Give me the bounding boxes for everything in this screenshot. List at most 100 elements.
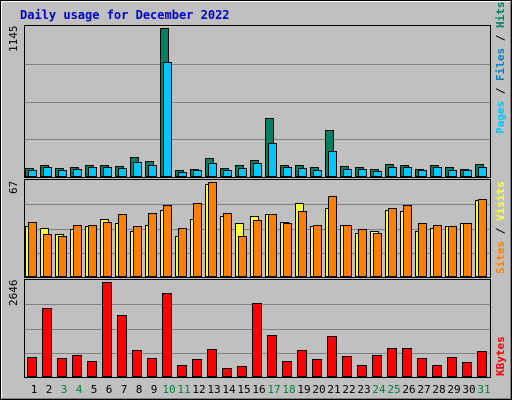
- bar-files-2: [43, 167, 52, 177]
- bar-kbytes-3: [57, 358, 67, 377]
- bar-sites-31: [478, 199, 487, 277]
- bar-files-21: [328, 151, 337, 177]
- day-label-14: 14: [222, 383, 236, 396]
- bar-sites-5: [88, 225, 97, 277]
- bar-sites-13: [208, 182, 217, 277]
- bar-files-31: [478, 167, 487, 177]
- bar-kbytes-14: [222, 368, 232, 377]
- bar-sites-7: [118, 214, 127, 277]
- day-label-20: 20: [312, 383, 325, 396]
- bar-kbytes-15: [237, 366, 247, 377]
- day-label-12: 12: [192, 383, 205, 396]
- bar-sites-3: [58, 236, 67, 277]
- bar-sites-27: [418, 223, 427, 277]
- day-label-13: 13: [207, 383, 220, 396]
- visits-series-legend: Sites / Visits: [494, 181, 507, 274]
- day-label-23: 23: [357, 383, 370, 396]
- bar-kbytes-10: [162, 293, 172, 377]
- bar-sites-9: [148, 213, 157, 277]
- day-label-9: 9: [151, 383, 158, 396]
- bar-sites-24: [373, 233, 382, 277]
- bar-kbytes-6: [102, 282, 112, 377]
- bar-files-5: [88, 167, 97, 177]
- day-label-27: 27: [417, 383, 430, 396]
- legend-files: Files: [494, 48, 507, 81]
- bar-sites-28: [433, 225, 442, 277]
- bar-files-7: [118, 168, 127, 177]
- day-label-22: 22: [342, 383, 355, 396]
- bar-sites-2: [43, 234, 52, 277]
- bar-kbytes-21: [327, 336, 337, 377]
- day-label-18: 18: [282, 383, 295, 396]
- day-axis: 1 2 3 4 5 6 7 8 9 10 11 12 13 14 15 16 17 18 19 20 21 22 23 24 2…: [31, 383, 491, 396]
- bar-sites-15: [238, 236, 247, 277]
- bar-kbytes-7: [117, 315, 127, 377]
- day-label-28: 28: [432, 383, 445, 396]
- hits-max-label: 1145: [7, 26, 20, 53]
- bar-files-28: [433, 167, 442, 177]
- bar-sites-4: [73, 225, 82, 277]
- bar-files-9: [148, 165, 157, 177]
- bar-files-18: [283, 167, 292, 177]
- bar-files-12: [193, 170, 202, 177]
- bar-kbytes-18: [282, 361, 292, 377]
- day-label-1: 1: [31, 383, 38, 396]
- hits-series-legend: Pages / Files / Hits: [494, 2, 507, 135]
- bar-files-25: [388, 167, 397, 177]
- bar-files-24: [373, 171, 382, 177]
- bar-sites-17: [268, 214, 277, 277]
- bar-kbytes-12: [192, 359, 202, 377]
- bar-files-16: [253, 163, 262, 177]
- bar-sites-21: [328, 196, 337, 277]
- legend-visits: Visits: [494, 181, 507, 221]
- bar-kbytes-24: [372, 355, 382, 377]
- bar-sites-23: [358, 229, 367, 277]
- bar-files-8: [133, 162, 142, 177]
- bar-sites-18: [283, 223, 292, 277]
- day-label-10: 10: [162, 383, 175, 396]
- bar-files-17: [268, 143, 277, 177]
- bar-files-13: [208, 163, 217, 177]
- chart-title: Daily usage for December 2022: [20, 8, 230, 22]
- day-label-8: 8: [136, 383, 143, 396]
- bar-sites-8: [133, 226, 142, 277]
- bar-kbytes-9: [147, 358, 157, 377]
- day-label-31: 31: [477, 383, 490, 396]
- bar-kbytes-30: [462, 362, 472, 377]
- bar-files-22: [343, 169, 352, 177]
- day-label-7: 7: [121, 383, 128, 396]
- bar-kbytes-29: [447, 357, 457, 377]
- legend-kbytes: KBytes: [494, 336, 507, 376]
- bar-kbytes-17: [267, 335, 277, 377]
- bar-sites-25: [388, 208, 397, 277]
- bar-sites-11: [178, 228, 187, 277]
- day-label-19: 19: [297, 383, 310, 396]
- kbytes-max-label: 2646: [7, 280, 20, 307]
- bar-kbytes-1: [27, 357, 37, 377]
- bar-sites-22: [343, 225, 352, 277]
- bar-files-6: [103, 167, 112, 177]
- bar-files-10: [163, 62, 172, 177]
- bar-kbytes-13: [207, 349, 217, 377]
- bar-sites-19: [298, 211, 307, 277]
- day-label-3: 3: [61, 383, 68, 396]
- bar-files-19: [298, 168, 307, 177]
- day-label-24: 24: [372, 383, 386, 396]
- day-label-17: 17: [267, 383, 280, 396]
- visits-max-label: 67: [7, 181, 20, 194]
- bar-files-15: [238, 168, 247, 177]
- legend-pages: Pages: [494, 101, 507, 134]
- bar-sites-14: [223, 213, 232, 277]
- bar-files-23: [358, 169, 367, 177]
- bar-kbytes-16: [252, 303, 262, 377]
- bar-sites-12: [193, 203, 202, 277]
- bar-files-14: [223, 170, 232, 177]
- day-label-16: 16: [252, 383, 265, 396]
- bar-sites-30: [463, 223, 472, 277]
- day-label-6: 6: [106, 383, 113, 396]
- legend-sites: Sites: [494, 241, 507, 274]
- legend-hits: Hits: [494, 2, 507, 29]
- bar-kbytes-19: [297, 350, 307, 377]
- bar-files-20: [313, 170, 322, 177]
